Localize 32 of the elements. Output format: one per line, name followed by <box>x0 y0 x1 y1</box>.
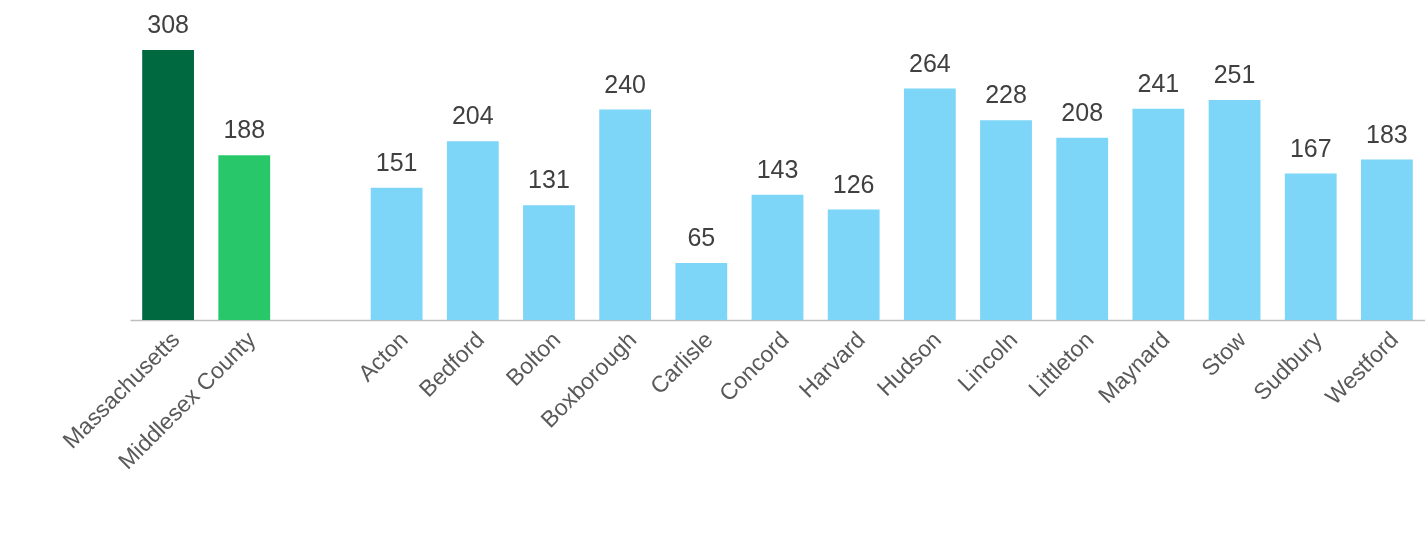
bar <box>370 187 423 320</box>
bar <box>1208 99 1261 320</box>
data-label: 264 <box>908 48 951 77</box>
data-label: 131 <box>528 165 570 194</box>
bar <box>446 141 499 320</box>
data-label: 188 <box>223 115 266 144</box>
data-label: 241 <box>1137 68 1180 97</box>
data-label: 167 <box>1289 133 1332 162</box>
data-label: 126 <box>832 169 875 198</box>
bar <box>903 88 956 320</box>
bar <box>1361 159 1413 320</box>
data-label: 208 <box>1061 97 1104 126</box>
data-label: 183 <box>1366 119 1408 148</box>
bar <box>1132 108 1185 320</box>
bar <box>980 120 1032 320</box>
data-label: 251 <box>1213 59 1256 88</box>
bar <box>599 109 652 320</box>
data-label: 308 <box>147 10 189 38</box>
bar <box>751 194 804 320</box>
bar <box>675 263 728 320</box>
data-label: 204 <box>451 101 494 130</box>
bar <box>142 50 194 320</box>
data-label: 228 <box>985 80 1027 109</box>
data-label: 240 <box>604 69 647 98</box>
data-label: 143 <box>756 154 799 183</box>
bar <box>523 205 575 320</box>
bar <box>1056 137 1109 320</box>
bar <box>827 209 880 320</box>
bar <box>1284 173 1337 320</box>
data-label: 151 <box>375 147 418 176</box>
data-label: 65 <box>687 223 716 252</box>
bar <box>218 155 271 320</box>
